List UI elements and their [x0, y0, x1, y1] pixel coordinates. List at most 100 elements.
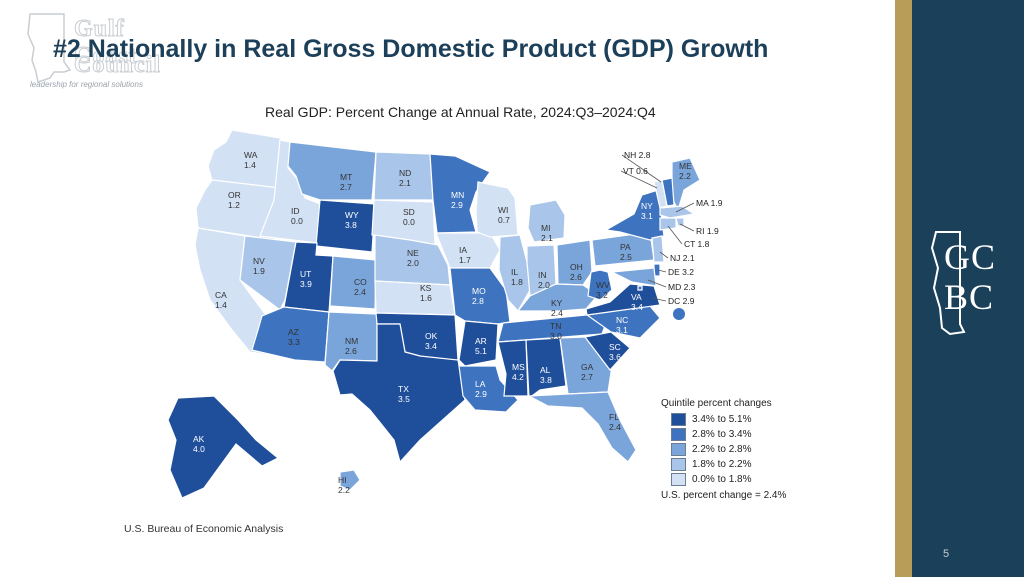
- state-value-ga: 2.7: [581, 372, 593, 382]
- state-nv: [239, 235, 297, 311]
- gcbc-line2: BC: [944, 277, 995, 317]
- state-abbr-va: VA: [631, 292, 642, 302]
- state-abbr-tx: TX: [398, 384, 409, 394]
- state-value-wv: 3.2: [596, 290, 608, 300]
- state-abbr-nv: NV: [253, 256, 265, 266]
- legend-swatch: [671, 458, 686, 471]
- state-tx: [332, 323, 466, 464]
- state-abbr-oh: OH: [570, 262, 583, 272]
- state-value-fl: 2.4: [609, 422, 621, 432]
- state-value-id: 0.0: [291, 216, 303, 226]
- state-nj: [651, 235, 665, 263]
- state-ms: [497, 339, 529, 397]
- slide-title: #2 Nationally in Real Gross Domestic Pro…: [53, 35, 769, 63]
- state-ma: [659, 205, 696, 219]
- state-wi: [475, 181, 519, 238]
- state-abbr-ut: UT: [300, 269, 311, 279]
- state-label-ct: CT 1.8: [684, 239, 710, 249]
- state-value-or: 1.2: [228, 200, 240, 210]
- state-fl: [526, 391, 637, 463]
- state-ks: [374, 280, 456, 316]
- state-label-nj: NJ 2.1: [670, 253, 695, 263]
- gcbc-line1: GC: [944, 237, 997, 277]
- state-mn: [429, 153, 491, 234]
- state-abbr-il: IL: [511, 267, 518, 277]
- state-ri: [675, 217, 685, 227]
- state-abbr-nm: NM: [345, 336, 358, 346]
- mississippi-outline-icon: [27, 13, 72, 83]
- state-value-mo: 2.8: [472, 296, 484, 306]
- state-wy: [315, 199, 376, 253]
- gulf-coast-council-logo: Gulf Coast Council leadership for region…: [24, 12, 174, 92]
- state-label-nh: NH 2.8: [624, 150, 651, 160]
- callout-line: [675, 202, 695, 213]
- state-co: [329, 255, 377, 310]
- state-abbr-wv: WV: [596, 280, 610, 290]
- state-value-al: 3.8: [540, 375, 552, 385]
- state-abbr-al: AL: [540, 365, 551, 375]
- state-abbr-ar: AR: [475, 336, 487, 346]
- state-abbr-nd: ND: [399, 168, 411, 178]
- page-number: 5: [943, 548, 950, 560]
- state-value-mi: 2.1: [541, 233, 553, 243]
- callout-line: [659, 251, 669, 259]
- state-abbr-pa: PA: [620, 242, 631, 252]
- callout-line: [621, 154, 662, 183]
- state-ny: [604, 189, 665, 241]
- state-label-de: DE 3.2: [668, 267, 694, 277]
- callout-line: [667, 225, 683, 245]
- state-mi: [527, 199, 566, 243]
- state-al: [525, 337, 567, 400]
- state-value-tx: 3.5: [398, 394, 410, 404]
- state-abbr-mn: MN: [451, 190, 464, 200]
- state-value-ok: 3.4: [425, 341, 437, 351]
- state-abbr-wy: WY: [345, 210, 359, 220]
- gcbc-mississippi-outline-icon: [930, 231, 966, 336]
- state-abbr-wa: WA: [244, 150, 258, 160]
- legend-row: 2.8% to 3.4%: [661, 428, 801, 441]
- state-value-sd: 0.0: [403, 217, 415, 227]
- state-value-ne: 2.0: [407, 258, 419, 268]
- state-value-ca: 1.4: [215, 300, 227, 310]
- state-value-nv: 1.9: [253, 266, 265, 276]
- state-value-ar: 5.1: [475, 346, 487, 356]
- state-value-wy: 3.8: [345, 220, 357, 230]
- state-oh: [556, 239, 593, 286]
- state-abbr-tn: TN: [550, 321, 561, 331]
- callout-line: [620, 170, 658, 189]
- state-value-sc: 3.6: [609, 352, 621, 362]
- legend-swatch: [671, 473, 686, 486]
- state-abbr-ky: KY: [551, 298, 563, 308]
- state-value-wi: 0.7: [498, 215, 510, 225]
- state-value-ks: 1.6: [420, 293, 432, 303]
- state-value-ia: 1.7: [459, 255, 471, 265]
- state-abbr-me: ME: [679, 161, 692, 171]
- state-abbr-mt: MT: [340, 172, 352, 182]
- state-la: [458, 365, 519, 413]
- legend-swatch: [671, 413, 686, 426]
- state-md: [609, 267, 657, 287]
- callout-line: [679, 223, 695, 232]
- legend-label: 2.2% to 2.8%: [692, 444, 752, 455]
- state-sc: [583, 331, 631, 371]
- logo-line1: Gulf Coast: [74, 16, 138, 70]
- state-value-il: 1.8: [511, 277, 523, 287]
- state-value-az: 3.3: [288, 337, 300, 347]
- state-abbr-or: OR: [228, 190, 241, 200]
- state-value-ky: 2.4: [551, 308, 563, 318]
- state-label-ri: RI 1.9: [696, 226, 719, 236]
- state-value-ms: 4.2: [512, 372, 524, 382]
- state-abbr-ia: IA: [459, 245, 467, 255]
- state-abbr-sc: SC: [609, 342, 621, 352]
- state-label-dc: DC 2.9: [668, 296, 695, 306]
- state-value-la: 2.9: [475, 389, 487, 399]
- state-value-nc: 3.1: [616, 325, 628, 335]
- state-ct: [659, 217, 677, 231]
- legend-label: 0.0% to 1.8%: [692, 474, 752, 485]
- legend-label: 3.4% to 5.1%: [692, 414, 752, 425]
- state-abbr-sd: SD: [403, 207, 415, 217]
- state-value-me: 2.2: [679, 171, 691, 181]
- state-abbr-ok: OK: [425, 331, 438, 341]
- state-label-ma: MA 1.9: [696, 198, 723, 208]
